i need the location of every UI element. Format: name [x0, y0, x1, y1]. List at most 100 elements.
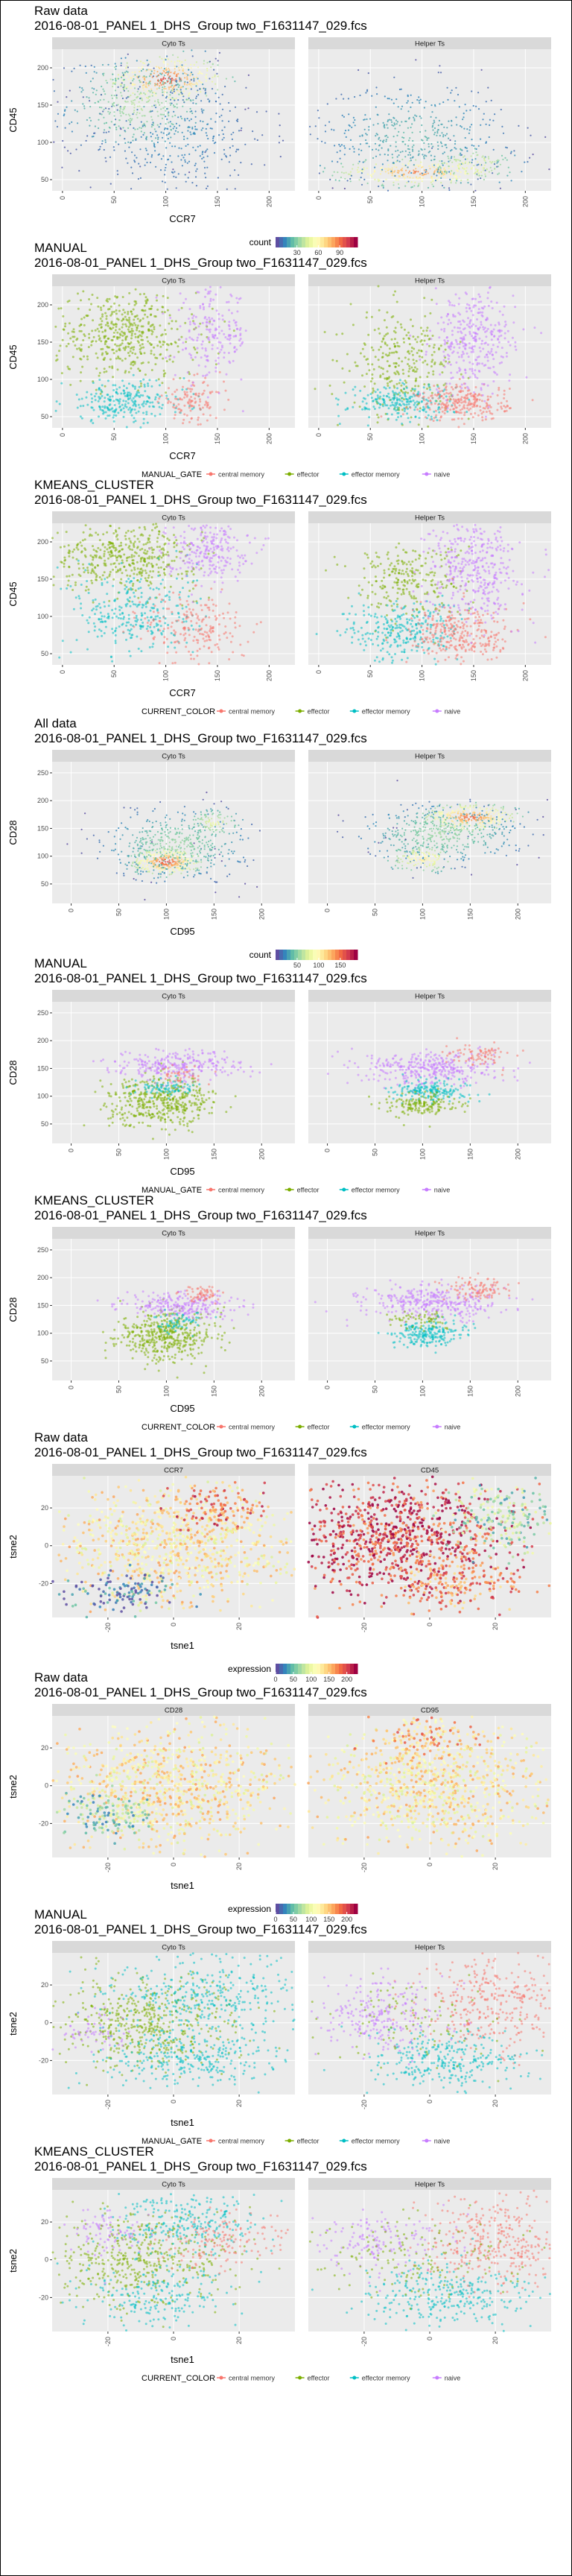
data-point: [464, 368, 466, 371]
data-point: [118, 125, 120, 127]
data-point: [188, 353, 191, 356]
data-point: [197, 78, 199, 80]
data-point: [235, 119, 238, 121]
data-point: [188, 321, 191, 323]
data-point: [110, 121, 112, 123]
data-point: [133, 417, 136, 420]
data-point: [348, 113, 350, 116]
data-point: [407, 358, 410, 361]
data-point: [109, 127, 111, 129]
data-point: [463, 127, 465, 130]
data-point: [151, 105, 153, 107]
data-point: [130, 310, 133, 313]
data-point: [175, 81, 178, 83]
data-point: [451, 333, 454, 336]
data-point: [104, 397, 107, 400]
data-point: [467, 317, 469, 320]
data-point: [221, 315, 224, 317]
data-point: [407, 331, 410, 334]
data-point: [485, 402, 488, 405]
data-point: [452, 398, 455, 401]
data-point: [117, 173, 119, 175]
data-point: [448, 167, 450, 169]
data-point: [118, 304, 121, 307]
data-point: [186, 83, 188, 86]
data-point: [360, 172, 363, 174]
data-point: [125, 580, 128, 583]
data-point: [159, 324, 162, 327]
data-point: [187, 67, 189, 69]
data-point: [174, 414, 177, 417]
data-point: [373, 329, 376, 332]
data-point: [201, 347, 204, 350]
data-point: [371, 373, 374, 376]
data-point: [77, 307, 80, 310]
data-point: [95, 388, 98, 391]
data-point: [131, 549, 134, 552]
data-point: [403, 173, 405, 175]
data-point: [232, 319, 235, 322]
data-point: [278, 113, 280, 115]
data-point: [472, 398, 475, 401]
data-point: [204, 365, 207, 368]
data-point: [107, 379, 109, 382]
data-point: [112, 104, 114, 107]
data-point: [228, 325, 231, 328]
data-point: [124, 130, 126, 132]
data-point: [389, 404, 392, 407]
data-point: [92, 319, 95, 322]
data-point: [191, 313, 194, 316]
data-point: [130, 623, 133, 626]
data-point: [466, 407, 468, 410]
data-point: [416, 403, 419, 406]
data-point: [339, 150, 341, 152]
data-point: [157, 566, 160, 569]
data-point: [486, 297, 489, 300]
data-point: [460, 179, 463, 182]
data-point: [427, 400, 430, 402]
data-point: [64, 325, 66, 328]
data-point: [137, 367, 140, 370]
data-point: [127, 556, 130, 559]
data-point: [164, 181, 166, 183]
data-point: [72, 607, 75, 610]
data-point: [164, 86, 166, 88]
data-point: [120, 92, 122, 94]
data-point: [361, 347, 364, 350]
data-point: [134, 603, 137, 606]
data-point: [205, 177, 207, 179]
data-point: [180, 306, 183, 309]
data-point: [199, 88, 201, 90]
data-point: [476, 376, 479, 379]
data-point: [381, 147, 383, 149]
data-point: [512, 294, 515, 297]
data-point: [403, 328, 406, 331]
facet-label: Cyto Ts: [162, 514, 185, 523]
data-point: [428, 344, 430, 347]
data-point: [101, 315, 104, 318]
data-point: [188, 95, 190, 97]
data-point: [471, 166, 473, 169]
data-point: [396, 387, 398, 390]
data-point: [118, 549, 121, 552]
data-point: [136, 116, 139, 119]
data-point: [144, 558, 146, 561]
data-point: [453, 402, 456, 405]
data-point: [497, 338, 500, 340]
data-point: [433, 158, 436, 160]
data-point: [337, 423, 339, 426]
data-point: [155, 83, 157, 86]
data-point: [194, 125, 197, 127]
data-point: [139, 587, 142, 590]
data-point: [401, 121, 403, 123]
data-point: [119, 127, 121, 129]
data-point: [388, 352, 391, 355]
data-point: [147, 83, 150, 85]
data-point: [413, 172, 415, 174]
data-point: [104, 356, 107, 359]
data-point: [208, 596, 210, 599]
data-point: [540, 332, 543, 335]
data-point: [465, 293, 468, 295]
data-point: [319, 165, 321, 167]
data-point: [92, 78, 94, 80]
